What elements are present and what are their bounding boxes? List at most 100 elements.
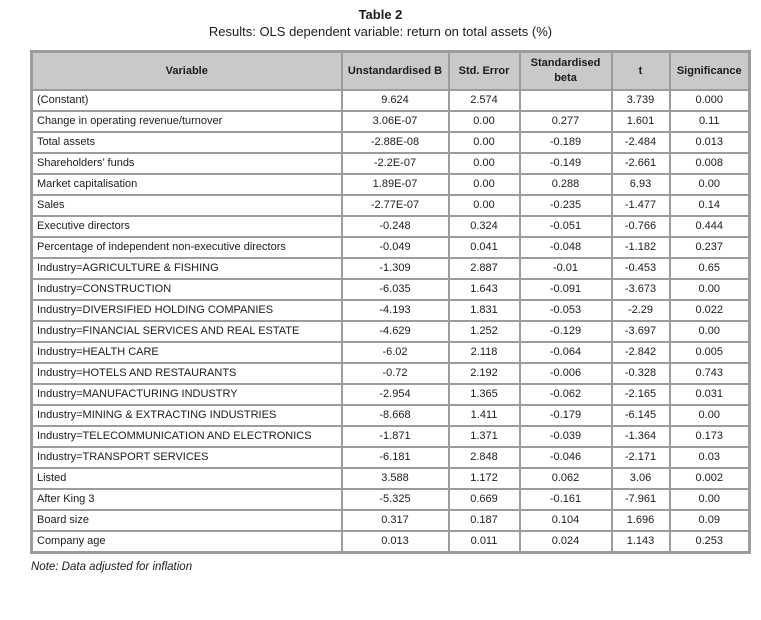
col-header-standardised-beta: Standardised beta — [518, 50, 613, 91]
unstandardised-b-cell: 0.013 — [340, 530, 450, 554]
t-cell: 3.739 — [610, 89, 671, 112]
unstandardised-b-cell: -4.629 — [340, 320, 450, 343]
unstandardised-b-cell: -6.035 — [340, 278, 450, 301]
standardised-beta-cell: -0.062 — [518, 383, 613, 406]
unstandardised-b-cell: 3.06E-07 — [340, 110, 450, 133]
std-error-cell: 2.848 — [447, 446, 521, 469]
standardised-beta-cell: -0.064 — [518, 341, 613, 364]
t-cell: -0.328 — [610, 362, 671, 385]
variable-cell: Total assets — [30, 131, 343, 154]
std-error-cell: 1.172 — [447, 467, 521, 490]
std-error-cell: 0.041 — [447, 236, 521, 259]
variable-cell: Board size — [30, 509, 343, 532]
std-error-cell: 0.011 — [447, 530, 521, 554]
table-row: After King 3 -5.325 0.669 -0.161 -7.961 0.00 — [30, 488, 751, 511]
std-error-cell: 2.887 — [447, 257, 521, 280]
unstandardised-b-cell: -5.325 — [340, 488, 450, 511]
t-cell: 6.93 — [610, 173, 671, 196]
table-row: Sales -2.77E-07 0.00 -0.235 -1.477 0.14 — [30, 194, 751, 217]
standardised-beta-cell — [518, 89, 613, 112]
standardised-beta-cell: -0.053 — [518, 299, 613, 322]
significance-cell: 0.743 — [668, 362, 751, 385]
page: Table 2 Results: OLS dependent variable:… — [30, 7, 751, 573]
unstandardised-b-cell: 3.588 — [340, 467, 450, 490]
variable-cell: Industry=CONSTRUCTION — [30, 278, 343, 301]
variable-cell: Industry=TRANSPORT SERVICES — [30, 446, 343, 469]
t-cell: -6.145 — [610, 404, 671, 427]
variable-cell: Sales — [30, 194, 343, 217]
significance-cell: 0.000 — [668, 89, 751, 112]
table-row: Total assets -2.88E-08 0.00 -0.189 -2.484 0.0… — [30, 131, 751, 154]
significance-cell: 0.00 — [668, 320, 751, 343]
significance-cell: 0.03 — [668, 446, 751, 469]
significance-cell: 0.11 — [668, 110, 751, 133]
table-body: (Constant) 9.624 2.574 3.739 0.000 Change in … — [30, 89, 751, 554]
table-row: Industry=FINANCIAL SERVICES AND REAL EST… — [30, 320, 751, 343]
unstandardised-b-cell: -2.2E-07 — [340, 152, 450, 175]
t-cell: -2.661 — [610, 152, 671, 175]
standardised-beta-cell: 0.062 — [518, 467, 613, 490]
standardised-beta-cell: -0.189 — [518, 131, 613, 154]
table-row: Company age 0.013 0.011 0.024 1.143 0.253 — [30, 530, 751, 554]
t-cell: -3.673 — [610, 278, 671, 301]
unstandardised-b-cell: 0.317 — [340, 509, 450, 532]
t-cell: 1.143 — [610, 530, 671, 554]
col-header-std-error: Std. Error — [447, 50, 521, 91]
significance-cell: 0.013 — [668, 131, 751, 154]
variable-cell: Change in operating revenue/turnover — [30, 110, 343, 133]
variable-cell: Industry=TELECOMMUNICATION AND ELECTRONI… — [30, 425, 343, 448]
variable-cell: Market capitalisation — [30, 173, 343, 196]
standardised-beta-cell: -0.235 — [518, 194, 613, 217]
standardised-beta-cell: -0.046 — [518, 446, 613, 469]
std-error-cell: 1.252 — [447, 320, 521, 343]
significance-cell: 0.031 — [668, 383, 751, 406]
col-header-unstandardised-b: Unstandardised B — [340, 50, 450, 91]
t-cell: -1.477 — [610, 194, 671, 217]
std-error-cell: 0.00 — [447, 131, 521, 154]
std-error-cell: 1.643 — [447, 278, 521, 301]
std-error-cell: 0.669 — [447, 488, 521, 511]
variable-cell: Industry=MANUFACTURING INDUSTRY — [30, 383, 343, 406]
significance-cell: 0.253 — [668, 530, 751, 554]
unstandardised-b-cell: -2.77E-07 — [340, 194, 450, 217]
t-cell: -7.961 — [610, 488, 671, 511]
unstandardised-b-cell: 9.624 — [340, 89, 450, 112]
t-cell: 1.696 — [610, 509, 671, 532]
table-row: Change in operating revenue/turnover 3.06… — [30, 110, 751, 133]
standardised-beta-cell: -0.051 — [518, 215, 613, 238]
t-cell: -1.182 — [610, 236, 671, 259]
standardised-beta-cell: 0.024 — [518, 530, 613, 554]
table-row: Industry=MINING & EXTRACTING INDUSTRIES -… — [30, 404, 751, 427]
variable-cell: Industry=FINANCIAL SERVICES AND REAL EST… — [30, 320, 343, 343]
variable-cell: Shareholders’ funds — [30, 152, 343, 175]
standardised-beta-cell: -0.039 — [518, 425, 613, 448]
table-row: Market capitalisation 1.89E-07 0.00 0.288 6.… — [30, 173, 751, 196]
variable-cell: Percentage of independent non-executive … — [30, 236, 343, 259]
table-subtitle: Results: OLS dependent variable: return … — [208, 24, 553, 39]
table-row: Percentage of independent non-executive … — [30, 236, 751, 259]
significance-cell: 0.444 — [668, 215, 751, 238]
std-error-cell: 2.574 — [447, 89, 521, 112]
standardised-beta-cell: -0.048 — [518, 236, 613, 259]
unstandardised-b-cell: -2.954 — [340, 383, 450, 406]
table-row: Industry=HOTELS AND RESTAURANTS -0.72 2.19… — [30, 362, 751, 385]
std-error-cell: 0.324 — [447, 215, 521, 238]
standardised-beta-cell: -0.091 — [518, 278, 613, 301]
table-header: Variable Unstandardised B Std. Error Sta… — [30, 50, 751, 91]
std-error-cell: 1.365 — [447, 383, 521, 406]
t-cell: -2.171 — [610, 446, 671, 469]
t-cell: 1.601 — [610, 110, 671, 133]
standardised-beta-cell: -0.149 — [518, 152, 613, 175]
standardised-beta-cell: 0.104 — [518, 509, 613, 532]
standardised-beta-cell: -0.179 — [518, 404, 613, 427]
significance-cell: 0.005 — [668, 341, 751, 364]
col-header-significance: Significance — [668, 50, 751, 91]
variable-cell: Industry=AGRICULTURE & FISHING — [30, 257, 343, 280]
unstandardised-b-cell: -8.668 — [340, 404, 450, 427]
col-header-variable: Variable — [30, 50, 343, 91]
table-row: Industry=HEALTH CARE -6.02 2.118 -0.064 -2.8… — [30, 341, 751, 364]
unstandardised-b-cell: -6.02 — [340, 341, 450, 364]
header-row: Variable Unstandardised B Std. Error Sta… — [30, 50, 751, 91]
unstandardised-b-cell: -0.049 — [340, 236, 450, 259]
variable-cell: Industry=DIVERSIFIED HOLDING COMPANIES — [30, 299, 343, 322]
